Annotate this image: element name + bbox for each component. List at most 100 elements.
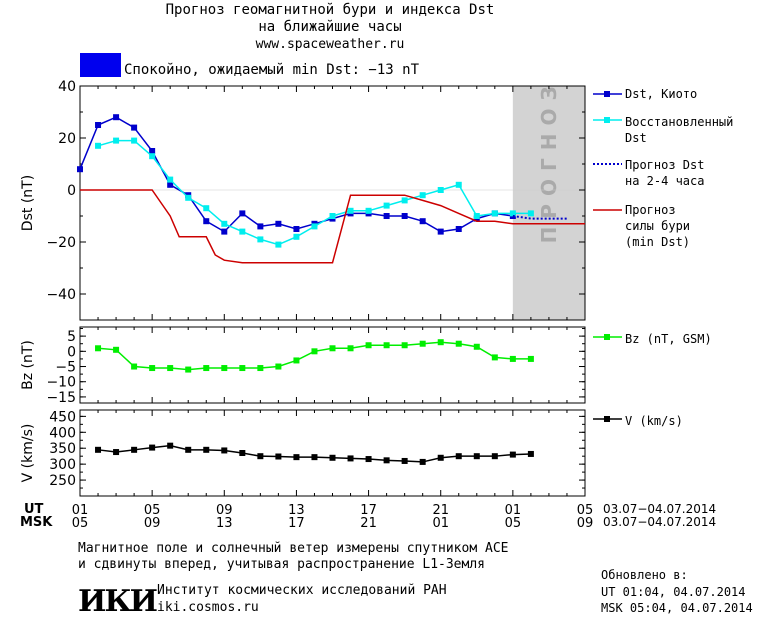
data-point — [437, 454, 444, 461]
forecast-zone-label: ПРОГНОЗ — [537, 78, 561, 243]
data-point — [491, 354, 498, 361]
forecast-zone — [512, 86, 585, 320]
data-point — [167, 365, 174, 372]
data-point — [347, 345, 354, 352]
ut-tick-label: 01 — [505, 503, 522, 518]
data-point — [419, 340, 426, 347]
data-point — [149, 444, 156, 451]
legend-restored-line2: Dst — [625, 131, 647, 145]
series-line — [80, 189, 585, 264]
data-point — [311, 454, 318, 461]
y-axis-label: Dst (nT) — [20, 175, 36, 231]
data-point — [455, 453, 462, 460]
data-point — [185, 194, 192, 201]
legend-marker — [604, 91, 610, 97]
data-point — [293, 357, 300, 364]
iki-logo: ИКИ — [78, 584, 158, 619]
msk-tick-label: 09 — [144, 516, 161, 531]
data-point — [437, 228, 444, 235]
site-url: www.spaceweather.ru — [255, 37, 405, 52]
legend-marker — [604, 416, 610, 422]
data-point — [167, 442, 174, 449]
y-axis-label: Bz (nT) — [20, 340, 36, 390]
institute-site-link[interactable]: iki.cosmos.ru — [157, 600, 259, 615]
storm-status-text: Спокойно, ожидаемый min Dst: −13 nT — [124, 62, 420, 78]
y-tick-label: 450 — [49, 409, 76, 425]
data-point — [167, 176, 174, 183]
data-point — [383, 213, 390, 219]
data-point — [473, 453, 480, 460]
data-point — [95, 122, 102, 128]
data-point — [293, 226, 300, 232]
legend-forecast-line1: Прогноз Dst — [625, 158, 705, 172]
data-point — [95, 142, 102, 149]
data-point — [491, 453, 498, 460]
data-point — [113, 114, 120, 121]
panel-frame — [79, 85, 586, 321]
msk-tick-label: 05 — [505, 516, 522, 531]
data-point — [383, 457, 390, 464]
ut-tick-label: 09 — [216, 503, 233, 518]
msk-tick-label: 17 — [288, 516, 305, 531]
data-point — [419, 192, 426, 199]
series-line — [512, 215, 567, 220]
data-point — [275, 220, 282, 227]
data-point — [311, 348, 318, 355]
updated-label: Обновлено в: — [601, 568, 688, 582]
data-point — [95, 446, 102, 453]
legend-restored-line1: Восстановленный — [625, 115, 734, 129]
data-point — [275, 453, 282, 460]
data-point — [347, 455, 354, 462]
data-point — [113, 346, 120, 353]
data-point — [149, 148, 156, 154]
y-tick-label: 40 — [58, 79, 76, 95]
y-tick-label: 20 — [58, 131, 76, 147]
ut-axis-label: UT — [24, 502, 44, 517]
data-point — [455, 226, 462, 232]
series-line — [97, 341, 531, 371]
data-point — [113, 449, 120, 456]
data-point — [221, 365, 228, 372]
y-tick-label: −20 — [46, 235, 76, 251]
legend-v: V (km/s) — [625, 414, 683, 428]
data-point — [401, 197, 408, 204]
legend-marker — [604, 334, 610, 340]
data-point — [239, 228, 246, 235]
footnote-line-2: и сдвинуты вперед, учитывая распростране… — [78, 557, 485, 572]
storm-status-swatch — [80, 53, 121, 77]
data-point — [131, 124, 138, 131]
data-point — [221, 447, 228, 454]
data-point — [437, 339, 444, 346]
data-point — [365, 207, 372, 214]
legend-forecast-line2: на 2-4 часа — [625, 174, 705, 188]
data-point — [257, 365, 264, 372]
chart-title-line-2: на ближайшие часы — [258, 19, 402, 35]
chart-title-block: Прогноз геомагнитной бури и индекса Dst … — [60, 2, 600, 53]
data-point — [149, 153, 156, 160]
data-point — [437, 187, 444, 193]
data-point — [257, 223, 264, 230]
msk-tick-label: 05 — [72, 516, 89, 531]
data-point — [419, 218, 426, 225]
data-point — [203, 218, 210, 225]
msk-tick-label: 13 — [216, 516, 233, 531]
data-point — [491, 210, 498, 217]
data-point — [419, 458, 426, 465]
data-point — [509, 210, 516, 217]
y-tick-label: 250 — [49, 473, 76, 489]
ut-tick-label: 05 — [577, 503, 594, 518]
legend-storm-line3: (min Dst) — [625, 235, 691, 249]
data-point — [185, 366, 192, 373]
msk-axis-label: MSK — [20, 515, 53, 530]
footnote-line-1: Магнитное поле и солнечный ветер измерен… — [78, 541, 509, 556]
y-tick-label: 350 — [49, 441, 76, 457]
data-point — [527, 210, 534, 217]
data-point — [509, 451, 516, 458]
data-point — [131, 363, 138, 370]
data-point — [473, 213, 480, 219]
msk-tick-label: 01 — [432, 516, 449, 531]
y-tick-label: 0 — [67, 183, 76, 199]
msk-date-range: 03.07−04.07.2014 — [603, 515, 717, 529]
data-point — [239, 450, 246, 456]
